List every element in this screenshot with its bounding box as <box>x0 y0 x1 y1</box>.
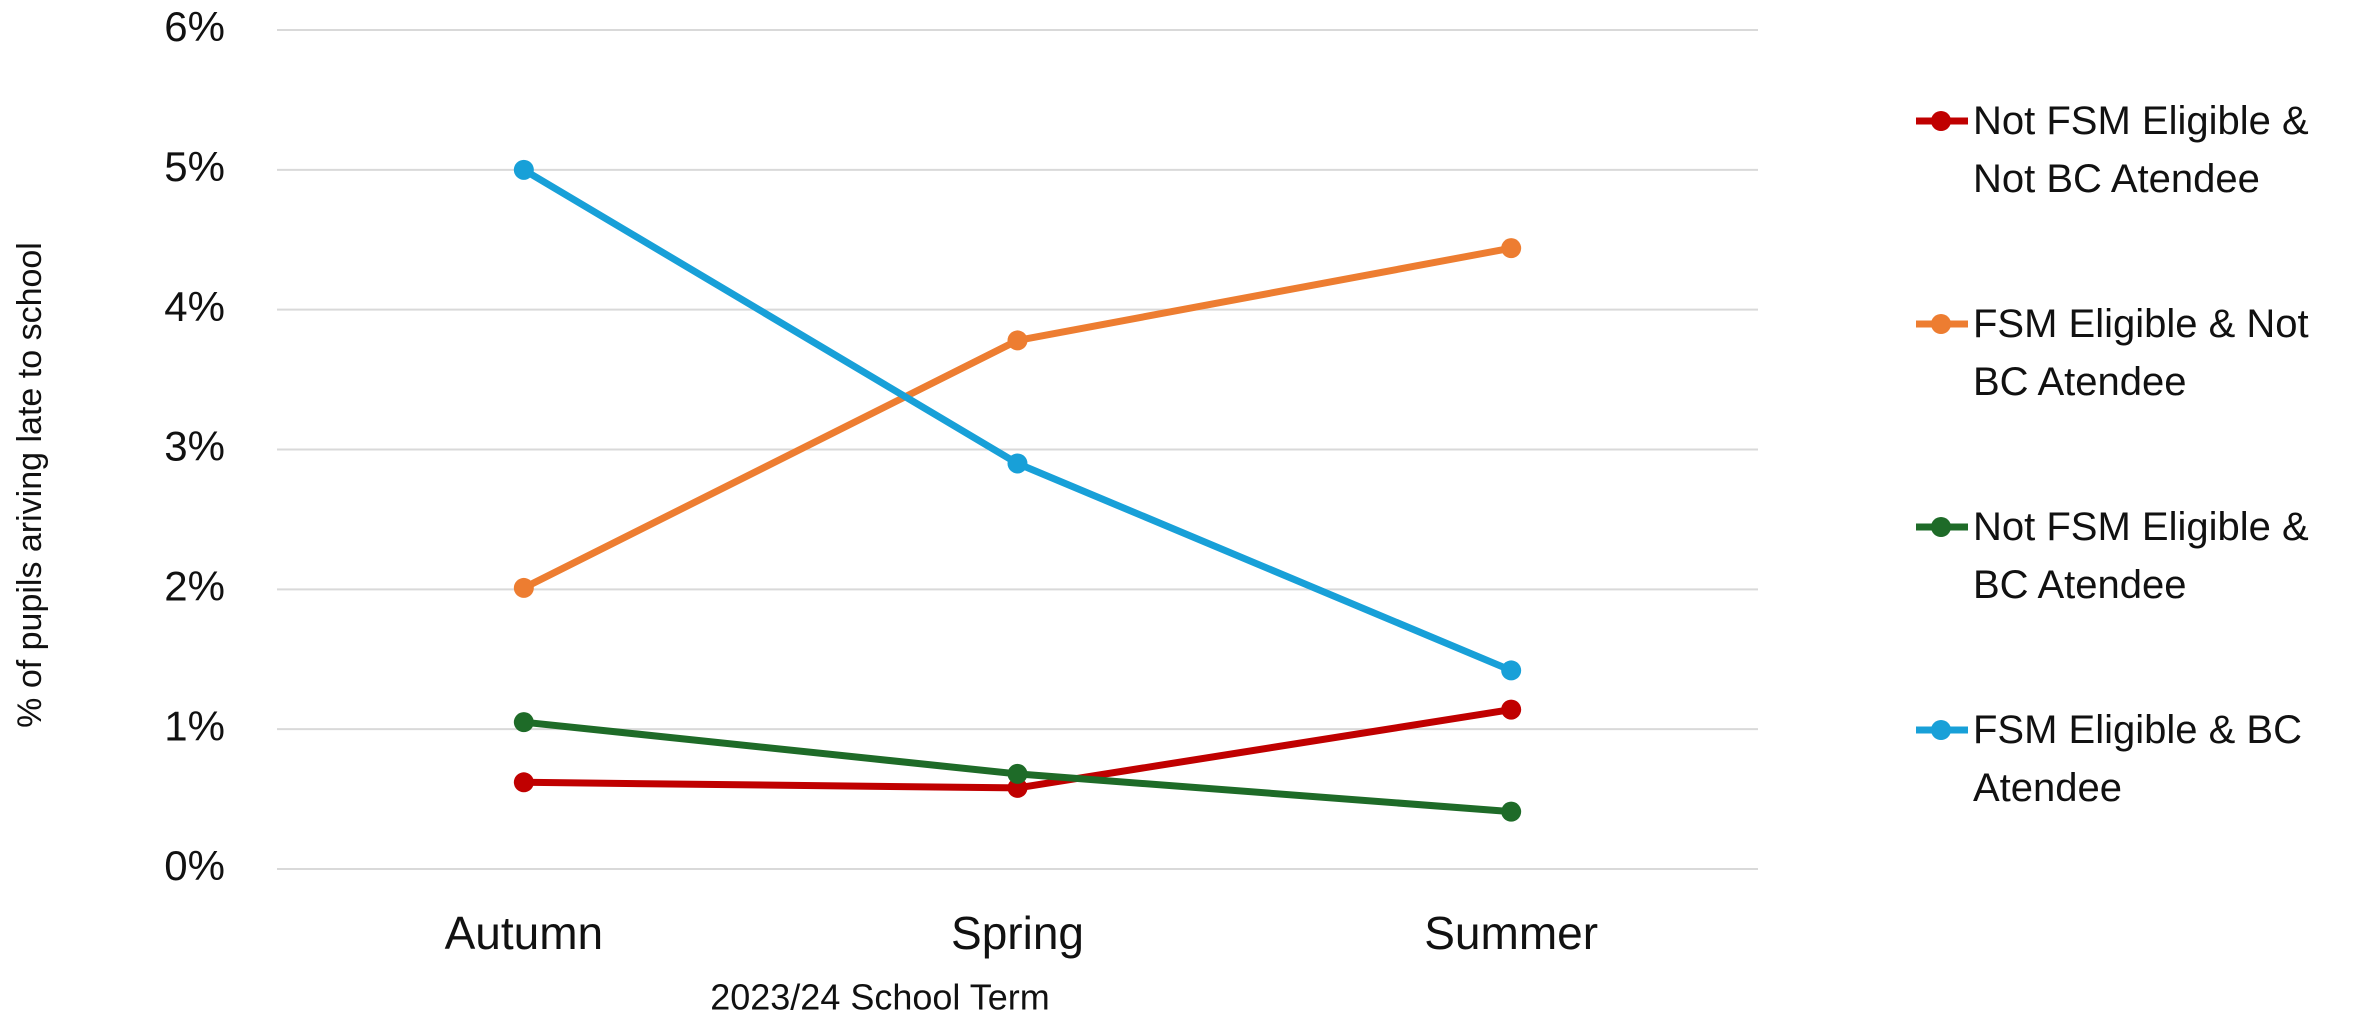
series-line <box>522 166 1513 674</box>
data-point <box>513 159 534 180</box>
y-tick-label: 5% <box>164 143 225 190</box>
legend-marker <box>1931 314 1951 334</box>
legend-label: Not FSM Eligible & BC Atendee <box>1973 505 2309 607</box>
y-axis-title: % of pupils ariving late to school <box>11 242 49 728</box>
y-tick-label: 2% <box>164 562 225 609</box>
legend-marker <box>1931 111 1951 131</box>
series-line <box>522 244 1512 592</box>
data-point <box>513 712 534 733</box>
data-point <box>1501 660 1522 681</box>
y-tick-label: 4% <box>164 283 225 330</box>
data-point <box>513 772 534 793</box>
legend-label: Not FSM Eligible & Not BC Atendee <box>1973 99 2309 201</box>
data-point <box>1007 330 1028 351</box>
y-tick-label: 0% <box>164 842 225 889</box>
y-tick-label: 1% <box>164 702 225 749</box>
legend-marker <box>1931 517 1951 537</box>
legend-label: FSM Eligible & BC Atendee <box>1973 708 2302 810</box>
data-point <box>1501 238 1522 259</box>
data-point <box>1007 777 1028 798</box>
legend-marker <box>1931 720 1951 740</box>
data-point <box>1007 453 1028 474</box>
data-point <box>513 577 534 598</box>
x-axis-title: 2023/24 School Term <box>710 977 1050 1018</box>
x-tick-label: Spring <box>951 907 1084 959</box>
y-tick-label: 6% <box>164 3 225 50</box>
y-tick-label: 3% <box>164 423 225 470</box>
data-point <box>1007 763 1028 784</box>
data-point <box>1501 699 1522 720</box>
x-tick-label: Summer <box>1424 907 1598 959</box>
data-point <box>1501 801 1522 822</box>
legend-label: FSM Eligible & Not BC Atendee <box>1973 302 2309 404</box>
x-tick-label: Autumn <box>445 907 604 959</box>
